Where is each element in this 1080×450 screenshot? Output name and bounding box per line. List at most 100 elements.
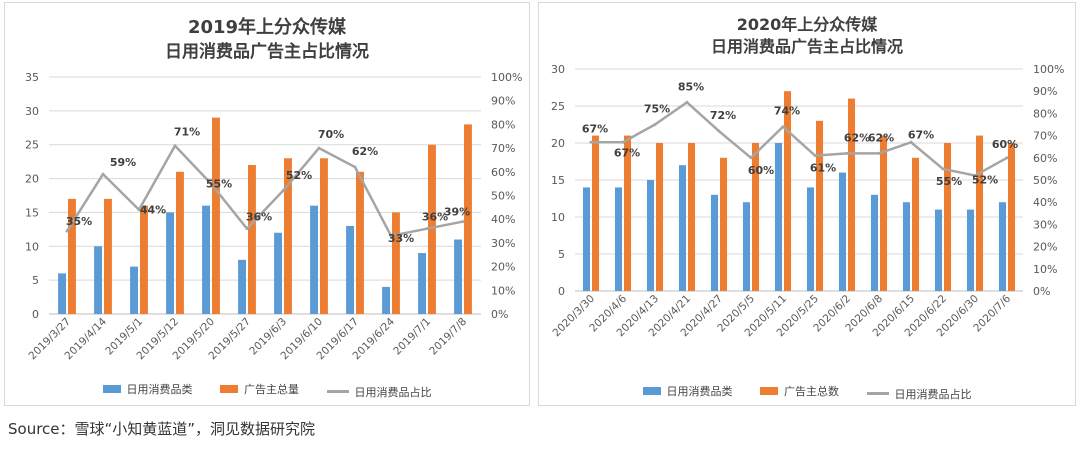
right-axis-tick: 80% <box>1033 107 1057 120</box>
chart-legend: 日用消费品类 广告主总数 日用消费品占比 <box>539 383 1075 402</box>
right-axis-tick: 40% <box>491 213 515 226</box>
line-point <box>65 229 69 233</box>
left-axis-tick: 0 <box>32 308 39 321</box>
line-point <box>245 227 249 231</box>
line-data-label: 62% <box>844 131 870 144</box>
left-axis-tick: 5 <box>32 274 39 287</box>
line-point <box>781 125 785 129</box>
line-point <box>877 151 881 155</box>
bar-daily-consumer <box>742 202 750 291</box>
bar-daily-consumer <box>94 246 102 314</box>
legend-label: 日用消费品占比 <box>894 387 972 401</box>
bar-daily-consumer <box>806 187 814 291</box>
bar-total-advertisers <box>720 157 728 291</box>
bar-total-advertisers <box>624 135 632 291</box>
bar-daily-consumer <box>998 202 1006 291</box>
right-axis-tick: 60% <box>491 166 515 179</box>
line-data-label: 60% <box>992 138 1018 151</box>
category-label: 2019/7/1 <box>391 316 433 358</box>
line-data-label: 39% <box>444 206 470 219</box>
bar-total-advertisers <box>140 205 148 314</box>
legend-swatch-line <box>866 392 889 395</box>
chart-title-line2: 日用消费品广告主占比情况 <box>710 37 903 56</box>
bar-daily-consumer <box>454 239 462 314</box>
right-axis-tick: 0% <box>1033 285 1050 298</box>
chart-panel-2020: 2020年上分众传媒 日用消费品广告主占比情况 0 5 10 15 20 25 30 0% 10… <box>538 2 1076 406</box>
line-point <box>353 165 357 169</box>
left-axis-tick: 35 <box>25 71 39 84</box>
bar-total-advertisers <box>248 165 256 314</box>
chart-2020-plot: 0 5 10 15 20 25 30 0% 10% 20% 30% 40% 50% 60% 70% 80% 90… <box>551 63 1065 340</box>
legend-item-gray: 日用消费品占比 <box>326 384 432 400</box>
bar-total-advertisers <box>880 135 888 291</box>
line-point <box>717 129 721 133</box>
legend-item-orange: 广告主总数 <box>760 383 839 399</box>
bar-total-advertisers <box>784 91 792 291</box>
line-data-label: 36% <box>246 211 272 224</box>
line-point <box>653 123 657 126</box>
left-axis-tick: 30 <box>25 105 39 118</box>
left-axis-tick: 0 <box>558 285 565 298</box>
bar-daily-consumer <box>902 202 910 291</box>
bar-total-advertisers <box>848 98 856 291</box>
bar-daily-consumer <box>166 212 174 314</box>
bar-daily-consumer <box>870 194 878 291</box>
legend-item-orange: 广告主总量 <box>220 381 299 397</box>
line-data-label: 36% <box>422 211 448 224</box>
line-data-label: 70% <box>318 128 344 141</box>
category-label: 2019/7/8 <box>427 316 469 358</box>
category-label: 2020/3/30 <box>551 293 598 340</box>
left-axis-tick: 20 <box>25 173 39 186</box>
right-axis-tick: 70% <box>1033 130 1057 143</box>
bar-daily-consumer <box>934 209 942 291</box>
line-data-label: 72% <box>710 109 736 122</box>
line-data-label: 52% <box>286 169 312 182</box>
bar-total-advertisers <box>320 158 328 314</box>
bar-total-advertisers <box>104 198 112 314</box>
legend-label: 日用消费品类 <box>666 385 733 398</box>
right-axis-tick: 40% <box>1033 196 1057 209</box>
bar-daily-consumer <box>418 253 426 314</box>
legend-label: 日用消费品类 <box>126 383 193 396</box>
bar-daily-consumer <box>838 172 846 291</box>
line-data-label: 67% <box>908 128 934 141</box>
bar-daily-consumer <box>238 259 246 314</box>
bar-total-advertisers <box>752 143 760 291</box>
line-data-label: 74% <box>774 105 800 118</box>
bar-total-advertisers <box>592 135 600 291</box>
bar-daily-consumer <box>202 205 210 314</box>
legend-item-blue: 日用消费品类 <box>102 381 193 397</box>
left-axis-tick: 10 <box>551 211 565 224</box>
line-data-label: 67% <box>582 122 608 135</box>
line-point <box>1005 156 1009 160</box>
right-axis-tick: 90% <box>1033 85 1057 98</box>
line-data-label: 44% <box>140 204 166 217</box>
right-axis-tick: 60% <box>1033 152 1057 165</box>
bar-daily-consumer <box>678 165 686 291</box>
left-axis-tick: 15 <box>25 206 39 219</box>
bar-total-advertisers <box>1008 143 1016 291</box>
source-caption: Source：雪球“小知黄蓝道”，洞见数据研究院 <box>8 420 316 438</box>
line-data-label: 55% <box>206 178 232 191</box>
line-point <box>685 100 689 104</box>
line-share-percent <box>591 101 1008 177</box>
line-data-label: 61% <box>810 162 836 175</box>
bar-daily-consumer <box>774 143 782 291</box>
right-axis-tick: 10% <box>1033 263 1057 276</box>
left-axis-tick: 5 <box>558 248 565 261</box>
chart-2019-plot: 0 5 10 15 20 25 30 35 0% 10% 20% 30% 40% 50% 60% 70% 80%… <box>25 71 522 362</box>
legend-item-gray: 日用消费品占比 <box>866 386 972 402</box>
line-point <box>845 151 849 155</box>
bar-total-advertisers <box>428 144 436 314</box>
bar-total-advertisers <box>212 117 220 314</box>
line-point <box>281 189 285 193</box>
bar-daily-consumer <box>130 266 138 314</box>
line-data-label: 59% <box>110 156 136 169</box>
bar-total-advertisers <box>176 171 184 314</box>
chart-title-line2: 日用消费品广告主占比情况 <box>165 42 369 62</box>
bar-total-advertisers <box>976 135 984 291</box>
legend-swatch-line <box>326 390 349 393</box>
bar-daily-consumer <box>582 187 590 291</box>
bar-total-advertisers <box>944 143 952 291</box>
line-point <box>749 156 753 160</box>
